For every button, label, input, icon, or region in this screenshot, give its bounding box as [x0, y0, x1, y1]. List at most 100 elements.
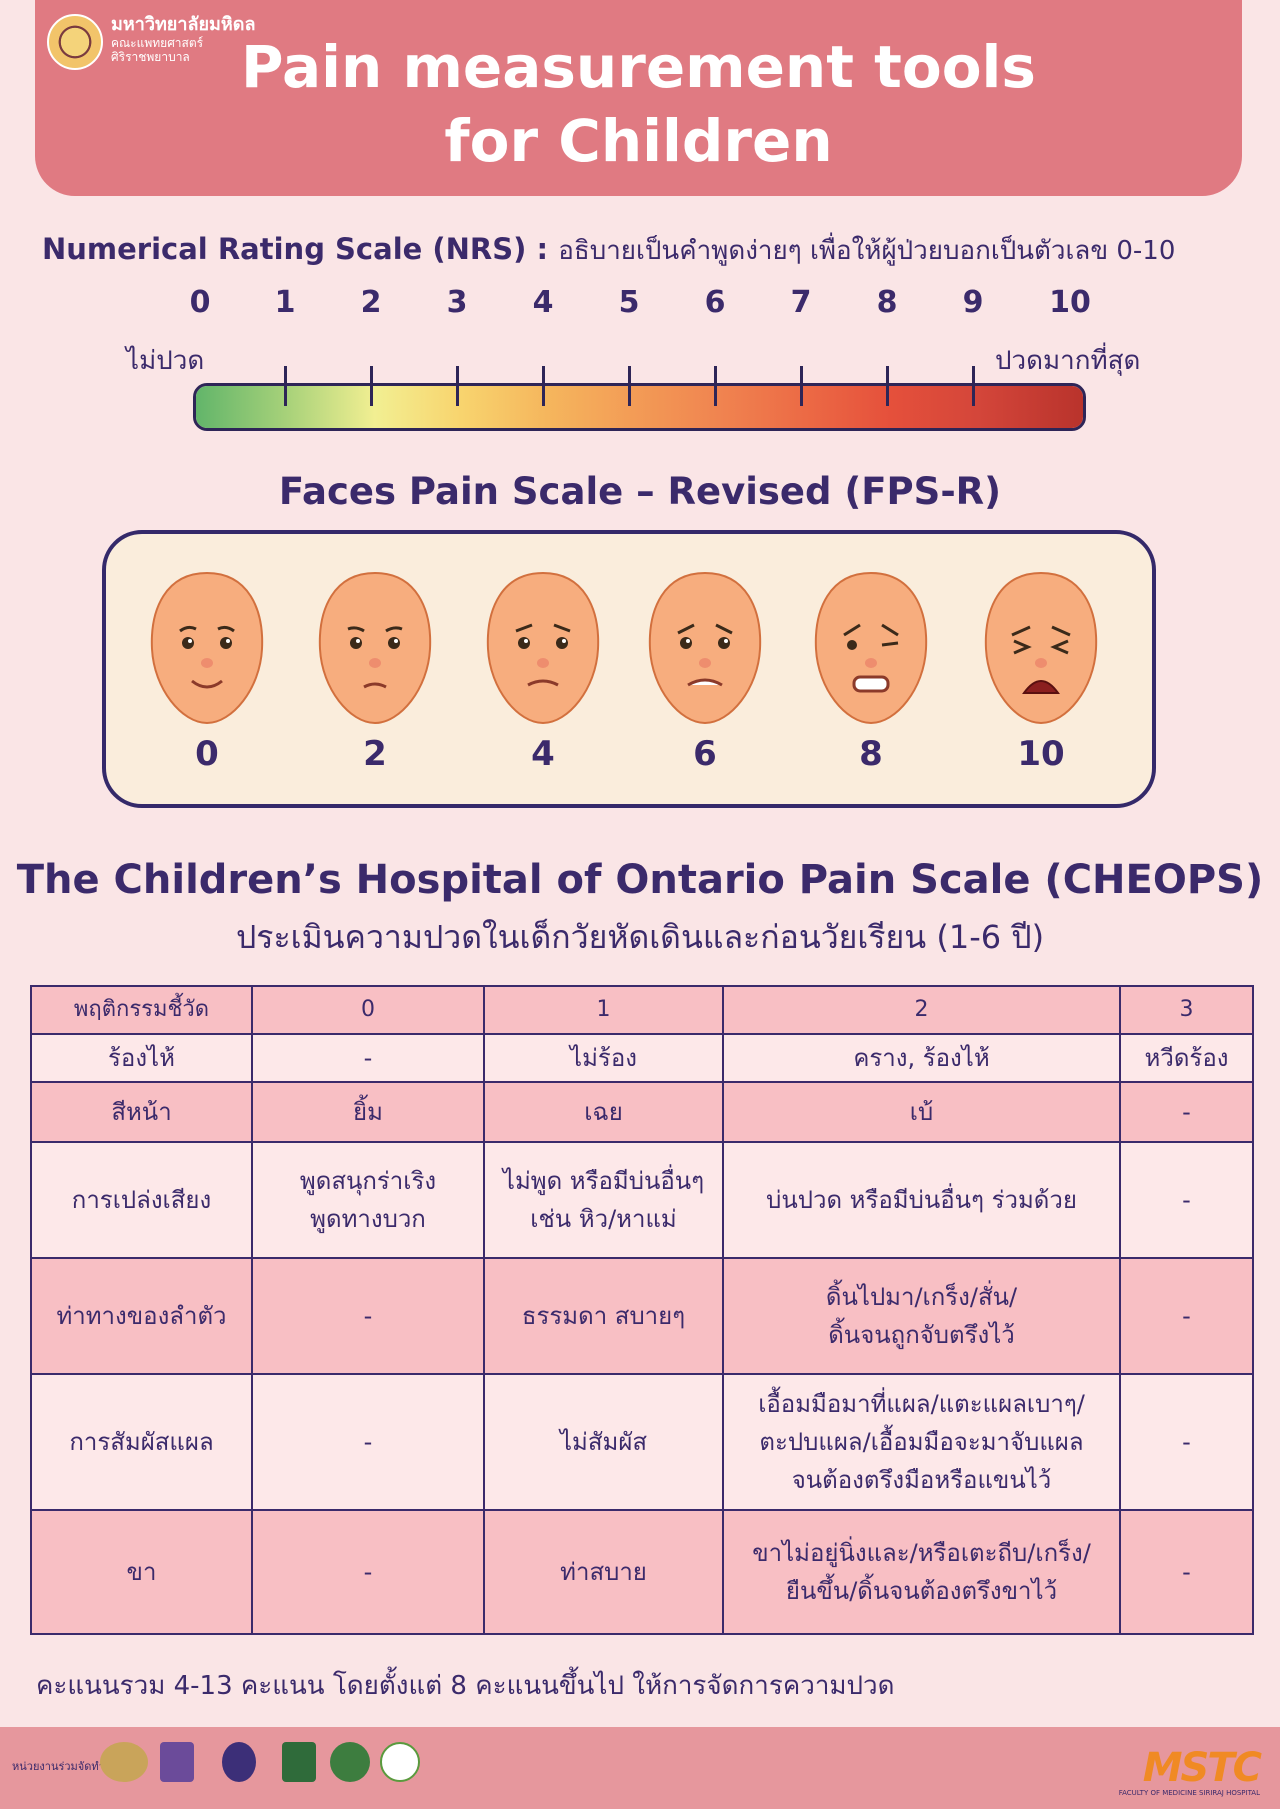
- partner-logo: [330, 1742, 370, 1782]
- page-title: Pain measurement tools for Children: [241, 33, 1036, 175]
- nrs-number-8: 8: [876, 285, 898, 320]
- score-cell: เอื้อมมือมาที่แผล/แตะแผลเบาๆ/ ตะปบแผล/เอ…: [722, 1373, 1121, 1511]
- row-label-cell: การสัมผัสแผล: [30, 1373, 253, 1511]
- score-cell: -: [251, 1033, 485, 1083]
- row-label-cell: ร้องไห้: [30, 1033, 253, 1083]
- nrs-number-7: 7: [790, 285, 812, 320]
- nrs-number-0: 0: [189, 285, 211, 320]
- nrs-tick: [370, 366, 373, 406]
- row-label-cell: พฤติกรรมชี้วัด: [30, 985, 253, 1035]
- nrs-color-bar: [193, 383, 1086, 431]
- score-cell: -: [251, 1509, 485, 1635]
- score-cell: -: [1119, 1141, 1254, 1259]
- university-logo: มหาวิทยาลัยมหิดล คณะแพทยศาสตร์ ศิริราชพย…: [47, 14, 256, 70]
- score-cell: เฉย: [483, 1081, 724, 1143]
- face-score: 4: [531, 734, 555, 774]
- nrs-bar-segment: [461, 386, 547, 428]
- total-score-note: คะแนนรวม 4-13 คะแนน โดยตั้งแต่ 8 คะแนนขึ…: [36, 1671, 895, 1701]
- face-score: 0: [195, 734, 219, 774]
- header-banner: มหาวิทยาลัยมหิดล คณะแพทยศาสตร์ ศิริราชพย…: [35, 0, 1242, 196]
- face-6-icon: [646, 569, 764, 727]
- nrs-tick: [542, 366, 545, 406]
- score-cell: 3: [1119, 985, 1254, 1035]
- mstc-subtitle: FACULTY OF MEDICINE SIRIRAJ HOSPITAL: [1118, 1789, 1260, 1797]
- table-row: การสัมผัสแผล - ไม่สัมผัส เอื้อมมือมาที่แผล/…: [30, 1373, 1254, 1511]
- nrs-tick: [284, 366, 287, 406]
- score-cell: ไม่พูด หรือมีบ่นอื่นๆ เช่น หิว/หาแม่: [483, 1141, 724, 1259]
- score-cell: 1: [483, 985, 724, 1035]
- score-cell: ไม่ร้อง: [483, 1033, 724, 1083]
- score-cell: หวีดร้อง: [1119, 1033, 1254, 1083]
- nrs-number-9: 9: [962, 285, 984, 320]
- nrs-number-1: 1: [274, 285, 296, 320]
- row-label-cell: สีหน้า: [30, 1081, 253, 1143]
- score-cell: เบ้: [722, 1081, 1121, 1143]
- nrs-number-10: 10: [1049, 285, 1091, 320]
- nrs-bar-segment: [547, 386, 633, 428]
- organizers-label: หน่วยงานร่วมจัดทำ: [12, 1760, 105, 1773]
- nrs-tick: [886, 366, 889, 406]
- nrs-title: Numerical Rating Scale (NRS) : อธิบายเป็…: [42, 232, 1176, 266]
- fps-title: Faces Pain Scale – Revised (FPS-R): [278, 470, 1002, 513]
- partner-logo: [282, 1742, 316, 1782]
- seal-icon: [47, 14, 103, 70]
- nrs-bar-segment: [891, 386, 977, 428]
- nrs-label-max: ปวดมากที่สุด: [995, 346, 1141, 376]
- face-2-icon: [316, 569, 434, 727]
- nrs-number-4: 4: [532, 285, 554, 320]
- partner-logo: [222, 1742, 256, 1782]
- nrs-bar-segment: [375, 386, 461, 428]
- nrs-number-5: 5: [618, 285, 640, 320]
- nrs-description: อธิบายเป็นคำพูดง่ายๆ เพื่อให้ผู้ป่วยบอกเ…: [558, 236, 1176, 266]
- face-score: 10: [1017, 734, 1065, 774]
- nrs-tick: [714, 366, 717, 406]
- nrs-bar-segment: [633, 386, 719, 428]
- score-cell: คราง, ร้องไห้: [722, 1033, 1121, 1083]
- face-10-icon: [982, 569, 1100, 727]
- score-cell: ยิ้ม: [251, 1081, 485, 1143]
- cheops-title: The Children’s Hospital of Ontario Pain …: [16, 857, 1264, 903]
- score-cell: -: [251, 1373, 485, 1511]
- nrs-bar-segment: [289, 386, 375, 428]
- nrs-tick: [800, 366, 803, 406]
- table-row: สีหน้า ยิ้ม เฉย เบ้ -: [30, 1081, 1254, 1143]
- partner-logo: [380, 1742, 420, 1782]
- nrs-number-6: 6: [704, 285, 726, 320]
- table-header-row: พฤติกรรมชี้วัด 0 1 2 3: [30, 985, 1254, 1035]
- score-cell: พูดสนุกร่าเริง พูดทางบวก: [251, 1141, 485, 1259]
- score-cell: ธรรมดา สบายๆ: [483, 1257, 724, 1375]
- nrs-bar-segment: [977, 386, 1083, 428]
- nrs-number-3: 3: [446, 285, 468, 320]
- nrs-bar-segment: [719, 386, 805, 428]
- face-4-icon: [484, 569, 602, 727]
- face-score: 2: [363, 734, 387, 774]
- nrs-tick: [456, 366, 459, 406]
- score-cell: 0: [251, 985, 485, 1035]
- table-row: ขา - ท่าสบาย ขาไม่อยู่นิ่งและ/หรือเตะถีบ/เก…: [30, 1509, 1254, 1635]
- score-cell: บ่นปวด หรือมีบ่นอื่นๆ ร่วมด้วย: [722, 1141, 1121, 1259]
- face-0-icon: [148, 569, 266, 727]
- table-row: ร้องไห้ - ไม่ร้อง คราง, ร้องไห้ หวีดร้อง: [30, 1033, 1254, 1083]
- nrs-tick: [628, 366, 631, 406]
- score-cell: -: [1119, 1081, 1254, 1143]
- score-cell: -: [251, 1257, 485, 1375]
- row-label-cell: ท่าทางของลำตัว: [30, 1257, 253, 1375]
- score-cell: -: [1119, 1509, 1254, 1635]
- nrs-bar-segment: [805, 386, 891, 428]
- face-score: 8: [859, 734, 883, 774]
- face-8-icon: [812, 569, 930, 727]
- table-row: ท่าทางของลำตัว - ธรรมดา สบายๆ ดิ้นไปมา/เกร็…: [30, 1257, 1254, 1375]
- cheops-table: พฤติกรรมชี้วัด 0 1 2 3 ร้องไห้ - ไม่ร้อง คราง, ร…: [30, 985, 1254, 1635]
- face-score: 6: [693, 734, 717, 774]
- score-cell: -: [1119, 1373, 1254, 1511]
- table-row: การเปล่งเสียง พูดสนุกร่าเริง พูดทางบวก ไม่…: [30, 1141, 1254, 1259]
- nrs-label-min: ไม่ปวด: [126, 346, 205, 376]
- university-name: มหาวิทยาลัยมหิดล: [111, 14, 256, 35]
- footer: หน่วยงานร่วมจัดทำ MSTC FACULTY OF MEDICI…: [0, 1727, 1280, 1809]
- hospital-name: ศิริราชพยาบาล: [111, 50, 190, 64]
- nrs-tick: [972, 366, 975, 406]
- cheops-subtitle: ประเมินความปวดในเด็กวัยหัดเดินและก่อนวัย…: [235, 918, 1045, 956]
- score-cell: ท่าสบาย: [483, 1509, 724, 1635]
- nrs-number-2: 2: [360, 285, 382, 320]
- score-cell: 2: [722, 985, 1121, 1035]
